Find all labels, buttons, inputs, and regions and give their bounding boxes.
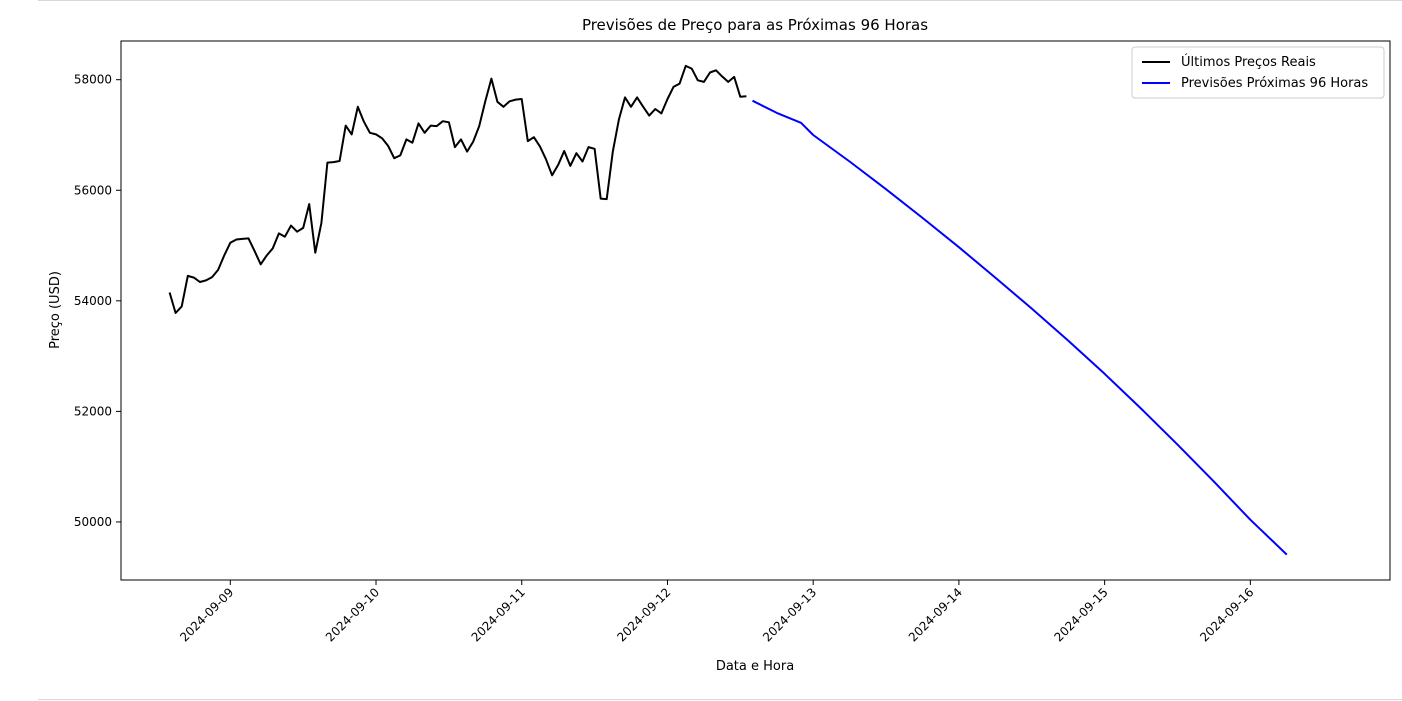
legend: Últimos Preços Reais Previsões Próximas 9…: [1131, 46, 1385, 99]
x-tick-label: 2024-09-11: [469, 585, 528, 644]
plot-area-frame: [120, 40, 1391, 581]
x-tick-label: 2024-09-15: [1052, 585, 1111, 644]
series-line-forecast: [752, 99, 1288, 556]
x-tick-label: 2024-09-13: [760, 585, 819, 644]
x-axis-label: Data e Hora: [716, 659, 794, 674]
y-tick-label: 56000: [74, 183, 112, 197]
legend-label: Últimos Preços Reais: [1181, 54, 1316, 70]
y-tick-label: 54000: [74, 294, 112, 308]
x-axis: 2024-09-09 2024-09-10 2024-09-11 2024-09-12…: [177, 580, 1256, 644]
x-tick-label: 2024-09-10: [323, 585, 382, 644]
legend-label: Previsões Próximas 96 Horas: [1181, 76, 1368, 91]
y-tick-label: 50000: [74, 515, 112, 529]
y-axis-label: Preço (USD): [48, 271, 63, 349]
x-tick-label: 2024-09-16: [1197, 585, 1256, 644]
series-layer: [168, 64, 1288, 556]
y-axis: 50000 52000 54000 56000 58000: [74, 73, 121, 529]
x-tick-label: 2024-09-09: [177, 585, 236, 644]
bottom-divider: [38, 699, 1402, 700]
x-tick-label: 2024-09-14: [906, 585, 965, 644]
y-tick-label: 58000: [74, 73, 112, 87]
chart-title: Previsões de Preço para as Próximas 96 H…: [582, 16, 928, 34]
x-tick-label: 2024-09-12: [614, 585, 673, 644]
legend-box: [1131, 46, 1385, 99]
y-tick-label: 52000: [74, 404, 112, 418]
top-divider: [38, 0, 1402, 1]
series-line-actual-prices: [168, 64, 747, 314]
